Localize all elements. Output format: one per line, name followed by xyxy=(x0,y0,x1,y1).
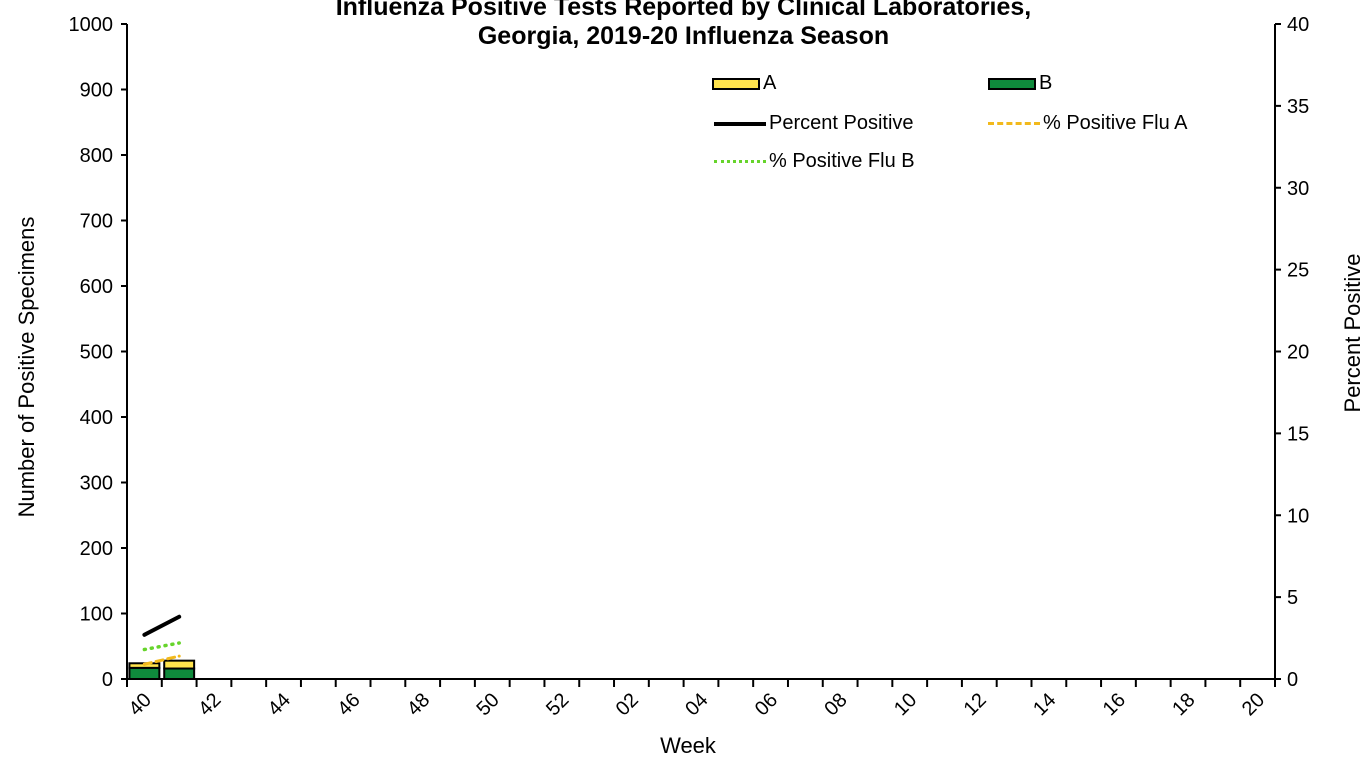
x-tick-label: 12 xyxy=(960,689,991,720)
y-right-tick-label: 10 xyxy=(1287,505,1309,527)
legend-item-pct-flu-a: % Positive Flu A xyxy=(988,112,1188,135)
x-tick-label: 08 xyxy=(820,689,851,720)
x-tick-label: 16 xyxy=(1099,689,1130,720)
y-left-tick-label: 700 xyxy=(80,211,113,233)
legend-item-percent-positive: Percent Positive xyxy=(714,112,914,135)
legend-label-pct-flu-a: % Positive Flu A xyxy=(1043,112,1188,134)
line-pct-flu-a-point xyxy=(142,662,146,666)
line-pct-flu-a xyxy=(142,654,181,666)
y-axis-left-label: Number of Positive Specimens xyxy=(14,216,39,518)
x-tick-label: 42 xyxy=(194,689,225,720)
line-percent-positive-point xyxy=(142,633,146,637)
y-left-tick-label: 500 xyxy=(80,342,113,364)
line-pct-flu-a-point xyxy=(177,654,181,658)
legend-item-a: A xyxy=(712,72,776,95)
x-axis-label: Week xyxy=(660,733,716,758)
legend-item-pct-flu-b: % Positive Flu B xyxy=(714,150,915,173)
line-pct-flu-b-point xyxy=(142,648,146,652)
y-right-tick-label: 40 xyxy=(1287,14,1309,36)
line-pct-flu-b-point xyxy=(177,641,181,645)
bar-b xyxy=(128,666,161,680)
x-tick-label: 02 xyxy=(612,689,643,720)
y-left-tick-label: 900 xyxy=(80,80,113,102)
legend-item-b: B xyxy=(988,72,1052,95)
y-right-tick-label: 5 xyxy=(1287,587,1298,609)
legend-swatch-a xyxy=(712,77,760,90)
y-right-tick-label: 20 xyxy=(1287,342,1309,364)
legend-label-b: B xyxy=(1039,72,1053,94)
y-left-tick-label: 200 xyxy=(80,538,113,560)
y-right-tick-label: 25 xyxy=(1287,260,1309,282)
legend-swatch-percent-positive xyxy=(714,121,766,126)
x-tick-label: 04 xyxy=(681,689,712,720)
y-axis-right-label: Percent Positive xyxy=(1340,253,1365,413)
y-left-tick-label: 1000 xyxy=(69,14,114,36)
line-percent-positive-point xyxy=(177,615,181,619)
bar-b xyxy=(163,667,196,681)
x-tick-label: 44 xyxy=(264,689,295,720)
x-tick-label: 18 xyxy=(1168,689,1199,720)
x-tick-label: 52 xyxy=(542,689,573,720)
bar-a xyxy=(163,659,196,670)
y-left-tick-label: 400 xyxy=(80,407,113,429)
x-tick-label: 40 xyxy=(125,689,156,720)
y-right-tick-label: 30 xyxy=(1287,178,1309,200)
x-tick-label: 20 xyxy=(1238,689,1269,720)
legend-label-percent-positive: Percent Positive xyxy=(769,112,914,134)
y-left-tick-label: 0 xyxy=(102,669,113,691)
legend-swatch-pct-flu-b xyxy=(714,160,766,163)
y-left-tick-label: 600 xyxy=(80,276,113,298)
x-tick-label: 10 xyxy=(890,689,921,720)
line-percent-positive xyxy=(142,614,182,637)
y-left-tick-label: 100 xyxy=(80,604,113,626)
chart-title-line2: Georgia, 2019-20 Influenza Season xyxy=(477,22,890,50)
y-left-tick-label: 800 xyxy=(80,145,113,167)
chart-title-line1: Influenza Positive Tests Reported by Cli… xyxy=(335,0,1032,21)
legend-swatch-b xyxy=(988,77,1036,90)
line-pct-flu-b xyxy=(142,641,181,652)
y-right-tick-label: 35 xyxy=(1287,96,1309,118)
x-tick-label: 50 xyxy=(473,689,504,720)
legend-swatch-pct-flu-a xyxy=(988,122,1040,125)
x-tick-label: 06 xyxy=(751,689,782,720)
x-tick-label: 46 xyxy=(333,689,364,720)
y-right-tick-label: 0 xyxy=(1287,669,1298,691)
y-right-tick-label: 15 xyxy=(1287,423,1309,445)
legend-label-pct-flu-b: % Positive Flu B xyxy=(769,150,915,172)
x-tick-label: 14 xyxy=(1029,689,1060,720)
x-tick-label: 48 xyxy=(403,689,434,720)
y-left-tick-label: 300 xyxy=(80,473,113,495)
legend-label-a: A xyxy=(763,72,777,94)
